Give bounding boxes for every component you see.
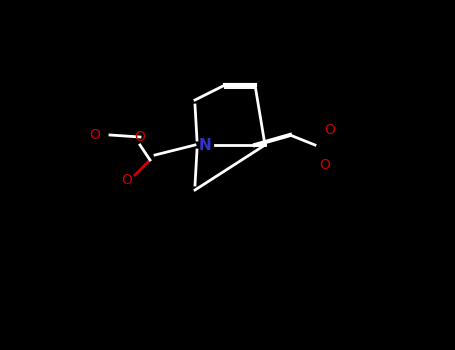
Text: O: O — [121, 173, 132, 187]
Text: O: O — [90, 128, 101, 142]
Text: N: N — [199, 138, 212, 153]
Text: O: O — [324, 123, 335, 137]
Text: O: O — [135, 130, 146, 144]
Text: O: O — [319, 158, 330, 172]
